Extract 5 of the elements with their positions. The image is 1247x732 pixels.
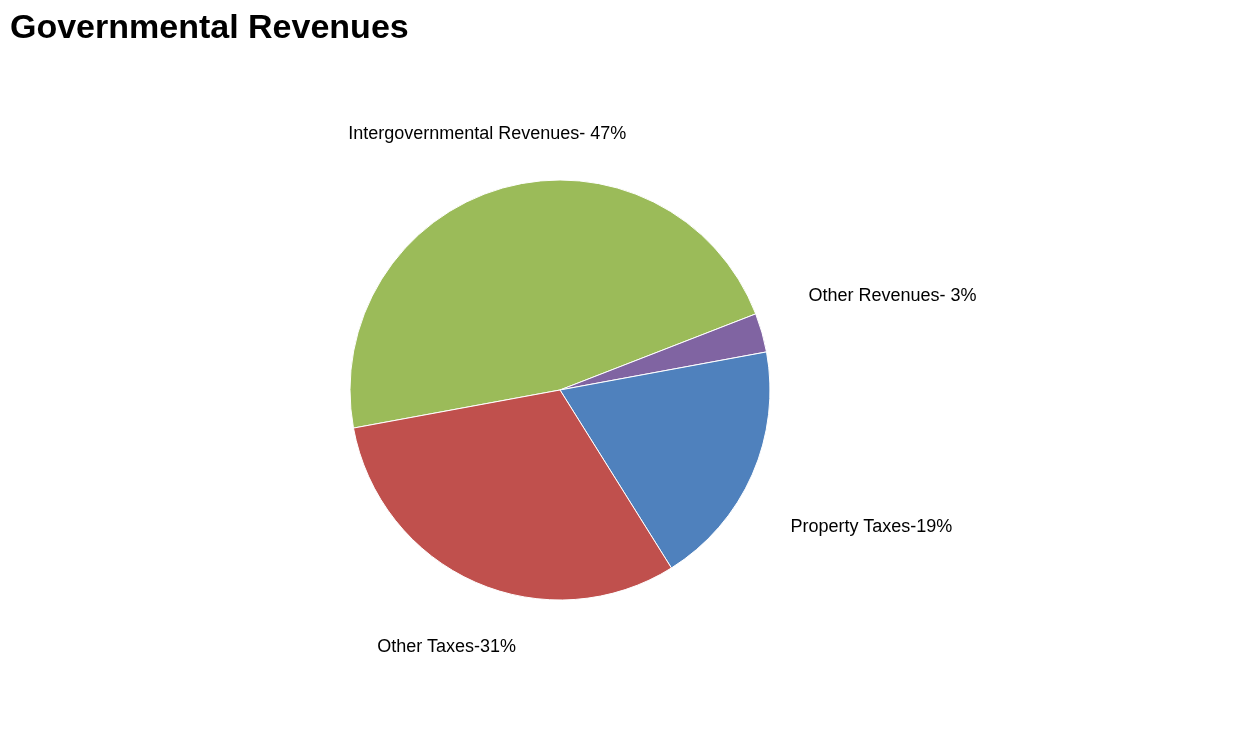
- slice-label: Intergovernmental Revenues- 47%: [348, 122, 627, 143]
- slice-label: Property Taxes-19%: [790, 516, 953, 537]
- slice-label: Other Revenues- 3%: [808, 284, 977, 305]
- slice-label: Other Taxes-31%: [377, 636, 517, 657]
- chart-title: Governmental Revenues: [10, 6, 409, 45]
